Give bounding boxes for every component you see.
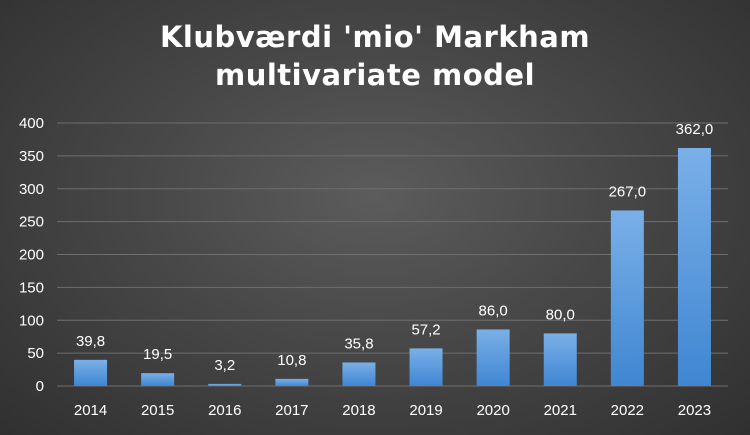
bar (141, 373, 175, 386)
y-axis: 0 50 100 150 200 250 300 350 400 (19, 115, 44, 395)
x-tick-label: 2020 (476, 402, 509, 419)
x-tick-label: 2021 (544, 402, 577, 419)
x-tick-label: 2017 (275, 402, 308, 419)
data-label: 86,0 (479, 302, 508, 319)
y-tick-label: 100 (19, 312, 44, 329)
data-label: 267,0 (609, 183, 647, 200)
x-tick-label: 2016 (208, 402, 241, 419)
data-label: 57,2 (411, 321, 440, 338)
bar (677, 147, 711, 386)
x-tick-label: 2019 (409, 402, 442, 419)
x-tick-label: 2014 (74, 402, 107, 419)
y-tick-label: 250 (19, 214, 44, 231)
y-tick-label: 200 (19, 247, 44, 264)
bars (74, 147, 711, 386)
data-label: 362,0 (676, 121, 714, 138)
bar (610, 210, 644, 386)
data-label: 35,8 (344, 335, 373, 352)
data-label: 80,0 (546, 306, 575, 323)
y-tick-label: 150 (19, 279, 44, 296)
x-tick-label: 2022 (611, 402, 644, 419)
bar (476, 329, 510, 386)
data-labels: 39,8 19,5 3,2 10,8 35,8 57,2 86,0 80,0 267,0 362,… (76, 121, 713, 374)
bar (275, 378, 309, 386)
data-label: 39,8 (76, 333, 105, 350)
y-tick-label: 400 (19, 115, 44, 132)
x-tick-label: 2015 (141, 402, 174, 419)
y-tick-label: 350 (19, 148, 44, 165)
data-label: 19,5 (143, 346, 172, 363)
y-tick-label: 50 (27, 345, 44, 362)
bar (74, 359, 108, 386)
bar (409, 348, 443, 386)
bar (543, 333, 577, 386)
chart-title: Klubværdi 'mio' Markham multivariate mod… (0, 18, 750, 94)
chart-title-line-1: Klubværdi 'mio' Markham (159, 20, 591, 54)
x-axis: 2014 2015 2016 2017 2018 2019 2020 2021 2022 2023 (74, 402, 711, 419)
bar (342, 362, 376, 386)
y-tick-label: 300 (19, 181, 44, 198)
data-label: 3,2 (214, 357, 235, 374)
bar (208, 383, 242, 386)
x-tick-label: 2018 (342, 402, 375, 419)
data-label: 10,8 (277, 352, 306, 369)
chart-title-line-2: multivariate model (214, 58, 536, 92)
x-tick-label: 2023 (678, 402, 711, 419)
y-tick-label: 0 (36, 378, 44, 395)
